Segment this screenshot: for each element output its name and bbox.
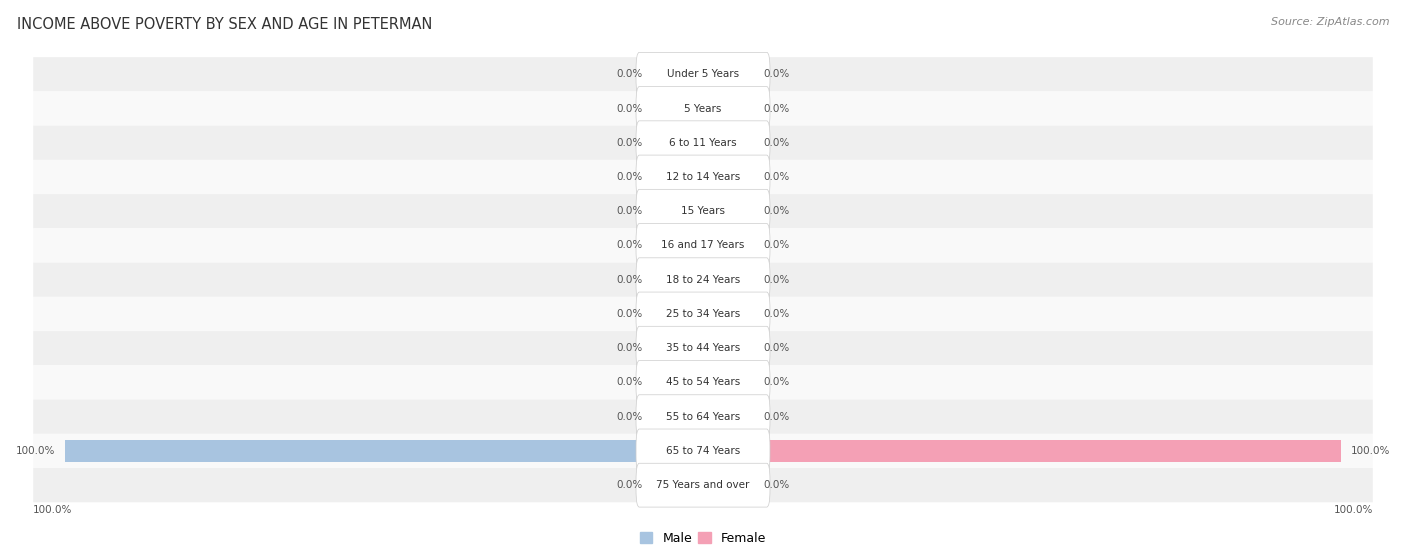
Text: 100.0%: 100.0%: [34, 505, 73, 515]
Bar: [652, 201, 703, 222]
Text: 35 to 44 Years: 35 to 44 Years: [666, 343, 740, 353]
Text: 100.0%: 100.0%: [1333, 505, 1372, 515]
FancyBboxPatch shape: [34, 366, 1372, 400]
Text: 0.0%: 0.0%: [763, 480, 790, 490]
Text: 25 to 34 Years: 25 to 34 Years: [666, 309, 740, 319]
Text: 18 to 24 Years: 18 to 24 Years: [666, 274, 740, 285]
FancyBboxPatch shape: [34, 57, 1372, 92]
Text: 0.0%: 0.0%: [763, 138, 790, 148]
Bar: [652, 98, 703, 119]
Text: 0.0%: 0.0%: [616, 480, 643, 490]
FancyBboxPatch shape: [34, 468, 1372, 503]
Bar: [652, 269, 703, 290]
Text: INCOME ABOVE POVERTY BY SEX AND AGE IN PETERMAN: INCOME ABOVE POVERTY BY SEX AND AGE IN P…: [17, 17, 432, 32]
Bar: [652, 406, 703, 427]
Text: 16 and 17 Years: 16 and 17 Years: [661, 240, 745, 250]
Text: 15 Years: 15 Years: [681, 206, 725, 216]
Bar: [703, 132, 754, 153]
Bar: [703, 235, 754, 256]
FancyBboxPatch shape: [636, 155, 770, 199]
Text: 100.0%: 100.0%: [1351, 446, 1391, 456]
Bar: [652, 235, 703, 256]
Bar: [703, 338, 754, 359]
Text: 75 Years and over: 75 Years and over: [657, 480, 749, 490]
FancyBboxPatch shape: [34, 297, 1372, 331]
Bar: [65, 440, 703, 462]
Text: 6 to 11 Years: 6 to 11 Years: [669, 138, 737, 148]
Bar: [703, 475, 754, 496]
FancyBboxPatch shape: [636, 395, 770, 439]
Bar: [652, 167, 703, 188]
Text: 0.0%: 0.0%: [763, 103, 790, 113]
FancyBboxPatch shape: [636, 463, 770, 507]
Text: 65 to 74 Years: 65 to 74 Years: [666, 446, 740, 456]
FancyBboxPatch shape: [636, 190, 770, 233]
Bar: [703, 64, 754, 85]
Bar: [703, 269, 754, 290]
Bar: [703, 372, 754, 393]
Text: 0.0%: 0.0%: [763, 309, 790, 319]
Text: 0.0%: 0.0%: [616, 411, 643, 421]
Text: 0.0%: 0.0%: [616, 343, 643, 353]
FancyBboxPatch shape: [636, 121, 770, 165]
Text: 12 to 14 Years: 12 to 14 Years: [666, 172, 740, 182]
Bar: [652, 64, 703, 85]
Text: 0.0%: 0.0%: [616, 103, 643, 113]
Bar: [703, 98, 754, 119]
Text: 0.0%: 0.0%: [763, 411, 790, 421]
Text: 45 to 54 Years: 45 to 54 Years: [666, 377, 740, 387]
FancyBboxPatch shape: [636, 429, 770, 473]
Text: 0.0%: 0.0%: [616, 138, 643, 148]
Text: 0.0%: 0.0%: [763, 172, 790, 182]
Text: 0.0%: 0.0%: [616, 172, 643, 182]
Text: Source: ZipAtlas.com: Source: ZipAtlas.com: [1271, 17, 1389, 27]
Text: 5 Years: 5 Years: [685, 103, 721, 113]
FancyBboxPatch shape: [34, 160, 1372, 194]
FancyBboxPatch shape: [34, 194, 1372, 229]
Text: 0.0%: 0.0%: [616, 206, 643, 216]
Text: 0.0%: 0.0%: [763, 240, 790, 250]
Text: 0.0%: 0.0%: [616, 69, 643, 79]
FancyBboxPatch shape: [34, 92, 1372, 126]
Text: 100.0%: 100.0%: [15, 446, 55, 456]
Bar: [652, 338, 703, 359]
Text: 0.0%: 0.0%: [763, 377, 790, 387]
Text: 0.0%: 0.0%: [763, 274, 790, 285]
Bar: [703, 406, 754, 427]
Bar: [652, 304, 703, 325]
FancyBboxPatch shape: [636, 292, 770, 336]
FancyBboxPatch shape: [34, 229, 1372, 263]
FancyBboxPatch shape: [34, 434, 1372, 468]
Bar: [652, 475, 703, 496]
Bar: [703, 167, 754, 188]
FancyBboxPatch shape: [34, 263, 1372, 297]
Bar: [652, 372, 703, 393]
Text: 0.0%: 0.0%: [616, 377, 643, 387]
FancyBboxPatch shape: [636, 361, 770, 404]
Text: 0.0%: 0.0%: [616, 309, 643, 319]
Bar: [703, 440, 1341, 462]
Text: 0.0%: 0.0%: [616, 274, 643, 285]
Bar: [652, 132, 703, 153]
FancyBboxPatch shape: [34, 331, 1372, 366]
FancyBboxPatch shape: [34, 126, 1372, 160]
FancyBboxPatch shape: [636, 224, 770, 267]
FancyBboxPatch shape: [636, 87, 770, 130]
Text: 0.0%: 0.0%: [616, 240, 643, 250]
Text: 55 to 64 Years: 55 to 64 Years: [666, 411, 740, 421]
Text: 0.0%: 0.0%: [763, 206, 790, 216]
FancyBboxPatch shape: [636, 326, 770, 370]
Text: 0.0%: 0.0%: [763, 343, 790, 353]
FancyBboxPatch shape: [636, 258, 770, 302]
Legend: Male, Female: Male, Female: [636, 527, 770, 550]
FancyBboxPatch shape: [34, 400, 1372, 434]
Text: Under 5 Years: Under 5 Years: [666, 69, 740, 79]
Text: 0.0%: 0.0%: [763, 69, 790, 79]
FancyBboxPatch shape: [636, 53, 770, 96]
Bar: [703, 304, 754, 325]
Bar: [703, 201, 754, 222]
